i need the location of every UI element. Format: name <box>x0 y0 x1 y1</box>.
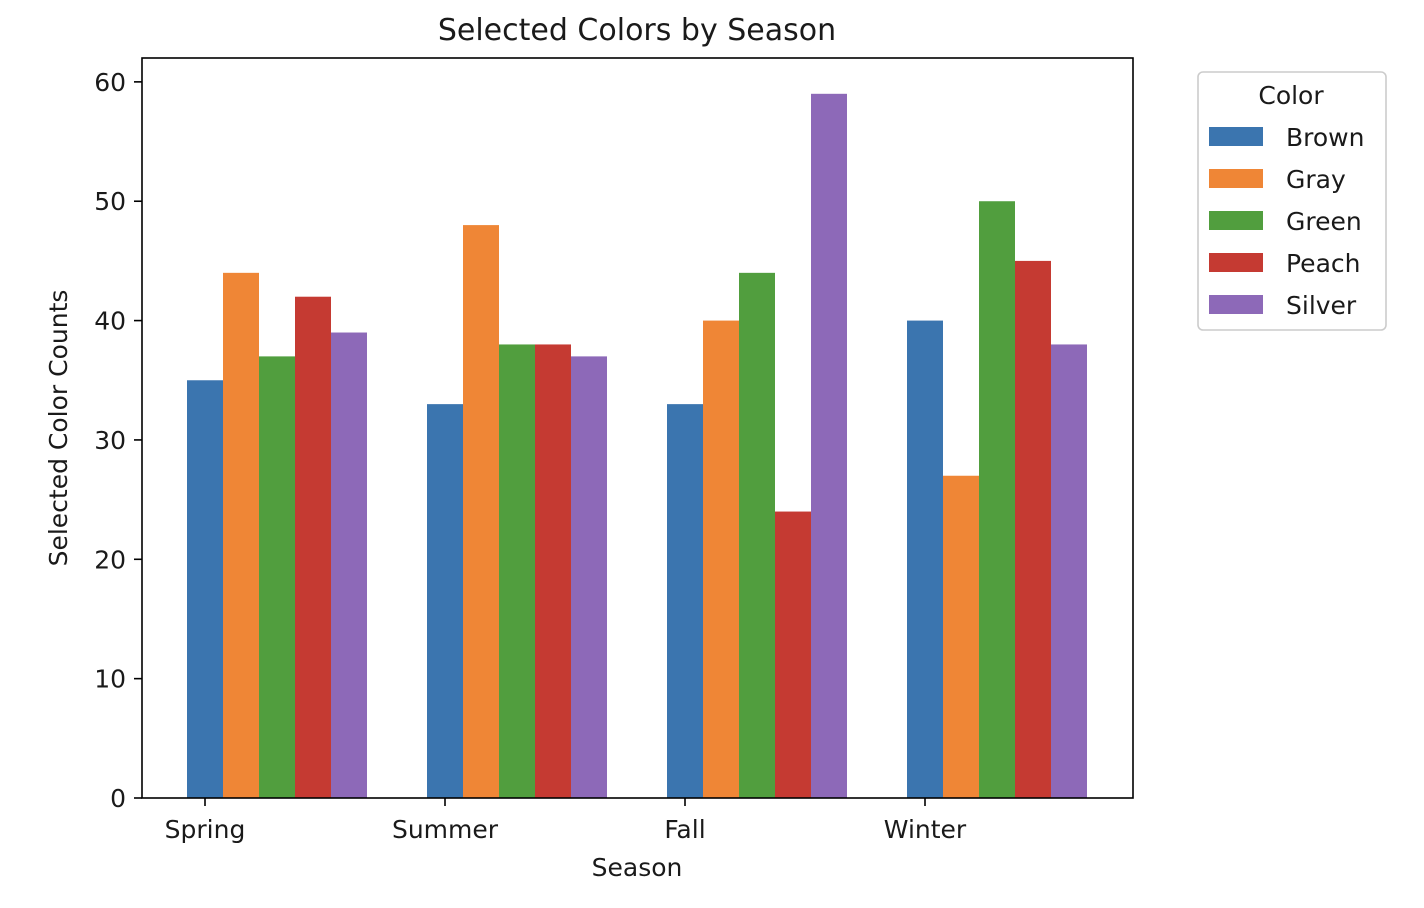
legend-swatch-peach <box>1209 253 1263 272</box>
y-tick-label: 10 <box>94 665 126 694</box>
y-tick-label: 30 <box>94 426 126 455</box>
legend-swatch-green <box>1209 211 1263 230</box>
bar-brown-winter <box>907 320 943 798</box>
legend-items: Brown Gray Green Peach Silver <box>1209 123 1364 320</box>
bar-silver-summer <box>571 356 607 798</box>
x-tick-label: Winter <box>884 815 967 844</box>
y-tick-label: 40 <box>94 307 126 336</box>
legend-label-peach: Peach <box>1286 249 1360 278</box>
y-tick-label: 60 <box>94 68 126 97</box>
bar-green-winter <box>979 201 1015 798</box>
bar-gray-summer <box>463 225 499 798</box>
legend-label-silver: Silver <box>1286 291 1357 320</box>
bar-gray-fall <box>703 320 739 798</box>
bar-peach-winter <box>1015 260 1051 799</box>
y-tick-label: 50 <box>94 187 126 216</box>
bar-brown-summer <box>427 404 463 798</box>
legend-swatch-gray <box>1209 169 1263 188</box>
bar-silver-fall <box>811 93 847 798</box>
bar-green-summer <box>499 344 535 798</box>
chart-title: Selected Colors by Season <box>438 13 836 48</box>
legend-label-gray: Gray <box>1286 165 1346 194</box>
bar-peach-summer <box>535 344 571 798</box>
x-axis-label: Season <box>592 853 683 882</box>
bar-green-spring <box>259 356 295 798</box>
x-axis: Spring Summer Fall Winter <box>165 798 967 844</box>
y-axis: 0 10 20 30 40 50 60 <box>94 68 142 813</box>
y-tick-label: 0 <box>110 784 126 813</box>
y-tick-label: 20 <box>94 545 126 574</box>
x-tick-label: Fall <box>664 815 705 844</box>
bar-peach-spring <box>295 296 331 798</box>
bar-silver-spring <box>331 332 367 798</box>
bar-green-fall <box>739 272 775 798</box>
bars-group <box>187 93 1087 799</box>
bar-brown-fall <box>667 404 703 798</box>
bar-silver-winter <box>1051 344 1087 798</box>
bar-gray-spring <box>223 272 259 798</box>
bar-brown-spring <box>187 380 223 798</box>
plot-frame <box>141 57 1134 799</box>
x-tick-label: Summer <box>392 815 499 844</box>
x-tick-label: Spring <box>165 815 246 844</box>
legend-label-green: Green <box>1286 207 1362 236</box>
bar-peach-fall <box>775 511 811 798</box>
legend-title: Color <box>1258 81 1324 110</box>
legend-swatch-silver <box>1209 295 1263 314</box>
bar-gray-winter <box>943 475 979 798</box>
y-axis-label: Selected Color Counts <box>44 290 73 567</box>
legend-label-brown: Brown <box>1286 123 1364 152</box>
legend-swatch-brown <box>1209 127 1263 146</box>
legend: Color Brown Gray Green Peach Silver <box>1197 71 1387 331</box>
